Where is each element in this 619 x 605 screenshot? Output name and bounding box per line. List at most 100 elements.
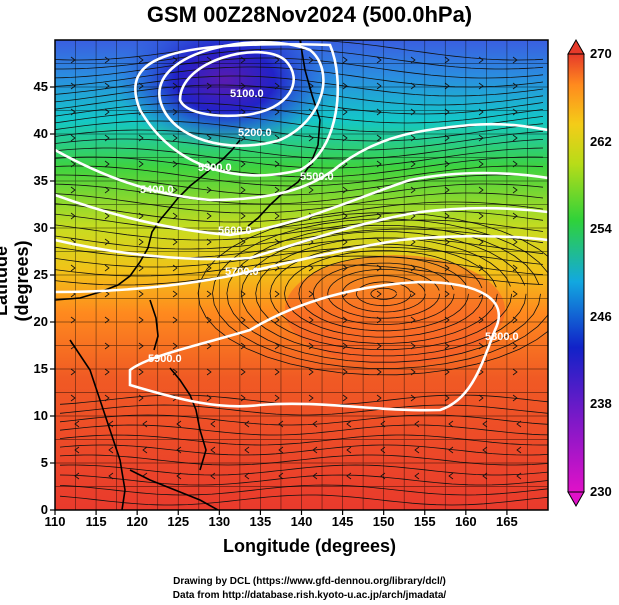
- stream-arrow: [410, 82, 416, 90]
- streamline: [55, 40, 544, 61]
- stream-arrow: [138, 160, 144, 168]
- stream-arrow: [308, 134, 314, 142]
- stream-arrow: [342, 212, 348, 220]
- stream-arrow: [478, 212, 484, 220]
- stream-arrow: [448, 420, 454, 428]
- stream-arrow: [478, 186, 484, 194]
- x-tick-label: 110: [44, 514, 66, 529]
- stream-arrow: [274, 82, 280, 90]
- stream-arrow: [512, 108, 518, 116]
- stream-arrow: [516, 446, 522, 454]
- colorbar-tick-label: 270: [590, 46, 612, 61]
- stream-arrow: [512, 56, 518, 64]
- stream-arrow: [410, 186, 416, 194]
- stream-arrow: [410, 134, 416, 142]
- streamline: [55, 165, 544, 187]
- stream-arrow: [206, 368, 212, 376]
- stream-arrow: [414, 472, 420, 480]
- stream-arrow: [274, 186, 280, 194]
- stream-arrow: [206, 238, 212, 246]
- stream-arrow: [512, 134, 518, 142]
- stream-arrow: [376, 368, 382, 376]
- stream-arrow: [104, 186, 110, 194]
- stream-arrow: [138, 264, 144, 272]
- stream-arrow: [478, 134, 484, 142]
- stream-arrow: [376, 394, 382, 402]
- stream-arrow: [478, 160, 484, 168]
- streamline: [59, 484, 548, 496]
- contour-labels: 5100.0 5200.0 5300.0 5400.0 5500.0 5600.…: [140, 88, 519, 365]
- y-tick-label: 5: [40, 455, 48, 470]
- stream-arrow: [482, 446, 488, 454]
- stream-arrow: [104, 134, 110, 142]
- colorbar-tick-label: 254: [590, 221, 612, 237]
- stream-arrow: [410, 290, 416, 298]
- stream-arrow: [206, 82, 212, 90]
- contour-label: 5400.0: [140, 184, 174, 196]
- contour-label: 5600.0: [218, 225, 252, 237]
- stream-arrow: [410, 368, 416, 376]
- streamline: [269, 243, 498, 344]
- stream-arrow: [240, 394, 246, 402]
- colorbar-bar: [567, 53, 585, 493]
- stream-arrow: [138, 394, 144, 402]
- stream-arrow: [172, 290, 178, 298]
- streamline: [59, 444, 548, 456]
- stream-arrow: [376, 342, 382, 350]
- stream-arrow: [278, 420, 284, 428]
- streamline: [55, 129, 544, 151]
- stream-arrow: [444, 186, 450, 194]
- stream-arrow: [444, 160, 450, 168]
- stream-arrow: [512, 160, 518, 168]
- contour-label: 5700.0: [225, 266, 259, 278]
- stream-arrow: [478, 394, 484, 402]
- stream-arrow: [312, 420, 318, 428]
- x-tick-label: 145: [331, 514, 354, 529]
- streamline: [59, 494, 548, 506]
- stream-arrow: [138, 134, 144, 142]
- stream-arrow: [274, 238, 280, 246]
- stream-arrow: [70, 264, 76, 272]
- stream-arrow: [342, 368, 348, 376]
- stream-arrow: [376, 290, 382, 298]
- x-tick-label: 130: [208, 514, 231, 529]
- colorbar-tick-label: 238: [590, 396, 612, 412]
- stream-arrow: [274, 108, 280, 116]
- stream-arrow: [278, 472, 284, 480]
- streamline: [59, 464, 548, 476]
- stream-arrow: [444, 56, 450, 64]
- height-contours: [55, 41, 548, 412]
- stream-arrow: [444, 264, 450, 272]
- streamline: [55, 264, 544, 286]
- x-tick-label: 165: [496, 514, 518, 529]
- stream-arrow: [172, 212, 178, 220]
- stream-arrow: [478, 82, 484, 90]
- stream-arrow: [172, 342, 178, 350]
- stream-arrow: [108, 420, 114, 428]
- stream-arrow: [70, 134, 76, 142]
- stream-arrow: [274, 290, 280, 298]
- y-tick-label: 25: [33, 267, 48, 282]
- stream-arrow: [274, 368, 280, 376]
- stream-arrow: [206, 186, 212, 194]
- stream-arrow: [512, 264, 518, 272]
- stream-arrow: [104, 394, 110, 402]
- streamline: [55, 147, 544, 169]
- stream-arrow: [410, 342, 416, 350]
- stream-arrow: [244, 472, 250, 480]
- stream-arrow: [376, 82, 382, 90]
- stream-arrow: [444, 82, 450, 90]
- stream-arrow: [240, 290, 246, 298]
- contour-label: 5200.0: [238, 127, 272, 139]
- stream-arrow: [206, 56, 212, 64]
- stream-arrow: [342, 394, 348, 402]
- stream-arrow: [478, 264, 484, 272]
- stream-arrow: [172, 186, 178, 194]
- stream-arrow: [414, 420, 420, 428]
- stream-arrow: [478, 368, 484, 376]
- stream-arrow: [342, 238, 348, 246]
- stream-arrow: [444, 394, 450, 402]
- lat-lon-grid: [55, 40, 548, 510]
- stream-arrow: [108, 446, 114, 454]
- y-tick-label: 35: [33, 173, 48, 188]
